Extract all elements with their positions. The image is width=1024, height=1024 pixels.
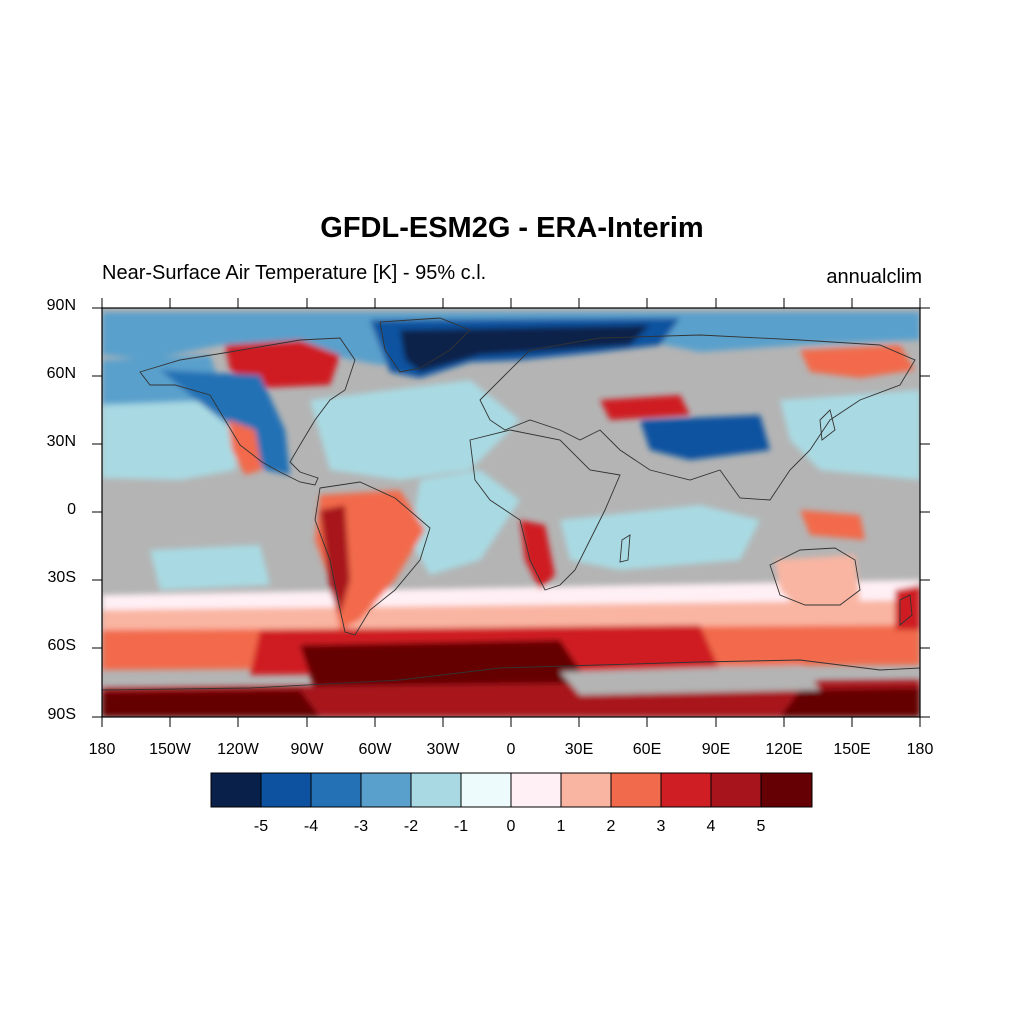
colorbar-label: 0 — [506, 818, 516, 835]
lat-label-60s: 60S — [47, 637, 76, 654]
coastlines — [102, 317, 920, 691]
field-nz-warm — [895, 585, 920, 630]
colorbar — [210, 772, 813, 808]
lon-label-30w: 30W — [426, 741, 460, 758]
colorbar-label: -1 — [453, 818, 469, 835]
colorbar-label: 5 — [756, 818, 766, 835]
lat-label-30s: 30S — [47, 569, 76, 586]
colorbar-swatch-3 — [311, 773, 361, 807]
field-siberia-warm — [800, 345, 915, 378]
field-maritime-warm — [800, 510, 865, 540]
lon-label-60e: 60E — [632, 741, 662, 758]
lon-label-30e: 30E — [564, 741, 594, 758]
lon-label-120w: 120W — [217, 741, 259, 758]
colorbar-swatch-1 — [211, 773, 261, 807]
colorbar-swatch-11 — [711, 773, 761, 807]
map-ticks — [92, 298, 930, 727]
lon-label-150w: 150W — [149, 741, 191, 758]
lon-label-90e: 90E — [701, 741, 731, 758]
lon-label-180w: 180 — [88, 741, 116, 758]
map-field — [102, 308, 920, 717]
coast-south-america — [314, 481, 431, 636]
colorbar-label: 3 — [656, 818, 666, 835]
lon-label-60w: 60W — [358, 741, 392, 758]
field-africa-warm — [520, 520, 555, 590]
field-andes-red — [320, 505, 350, 615]
lon-label-0: 0 — [506, 741, 516, 758]
field-baja-warm — [228, 420, 262, 475]
field-tibet-cold — [640, 415, 770, 460]
field-australia-mixed — [775, 555, 860, 610]
coast-australia — [769, 547, 861, 606]
coast-madagascar — [619, 534, 631, 563]
season-subtitle: annualclim — [826, 266, 922, 288]
lon-label-180e: 180 — [906, 741, 934, 758]
lat-label-90s: 90S — [47, 706, 76, 723]
colorbar-label: -4 — [303, 818, 319, 835]
colorbar-swatch-2 — [261, 773, 311, 807]
colorbar-swatch-9 — [611, 773, 661, 807]
field-natl-blue — [310, 380, 520, 480]
colorbar-label: -3 — [353, 818, 369, 835]
field-trop-atl-blue — [410, 470, 520, 575]
lat-label-90n: 90N — [46, 297, 76, 314]
field-tibet-warm — [600, 395, 690, 420]
variable-subtitle: Near-Surface Air Temperature [K] - 95% c… — [102, 262, 487, 284]
colorbar-label: 4 — [706, 818, 716, 835]
lat-label-30n: 30N — [46, 433, 76, 450]
field-antarctic-gray — [560, 665, 820, 695]
field-spac-blue — [150, 545, 270, 590]
field-greenland-core — [400, 325, 650, 372]
coast-japan — [819, 409, 836, 441]
lon-label-90w: 90W — [290, 741, 324, 758]
colorbar-label: 2 — [606, 818, 616, 835]
colorbar-swatch-4 — [361, 773, 411, 807]
map-title: GFDL-ESM2G - ERA-Interim — [320, 212, 704, 244]
coast-africa — [469, 429, 621, 591]
coast-new-zealand — [899, 594, 913, 626]
lat-label-60n: 60N — [46, 365, 76, 382]
colorbar-swatch-12 — [761, 773, 812, 807]
colorbar-swatch-8 — [561, 773, 611, 807]
coast-greenland — [379, 317, 471, 373]
lon-label-120e: 120E — [765, 741, 803, 758]
colorbar-label: -2 — [403, 818, 419, 835]
field-antarctic-dark — [102, 688, 920, 717]
colorbar-swatch-7 — [511, 773, 561, 807]
colorbar-label: -5 — [253, 818, 269, 835]
coast-europe-asia — [479, 334, 916, 501]
colorbar-swatch-6 — [461, 773, 511, 807]
colorbar-label: 1 — [556, 818, 566, 835]
colorbar-swatch-10 — [661, 773, 711, 807]
coast-antarctica — [102, 659, 920, 691]
coast-north-america — [139, 337, 356, 486]
colorbar-swatch-5 — [411, 773, 461, 807]
field-nepac-blue — [780, 390, 920, 480]
lon-label-150e: 150E — [833, 741, 871, 758]
lat-label-eq: 0 — [67, 501, 76, 518]
field-indian-blue — [560, 505, 760, 570]
